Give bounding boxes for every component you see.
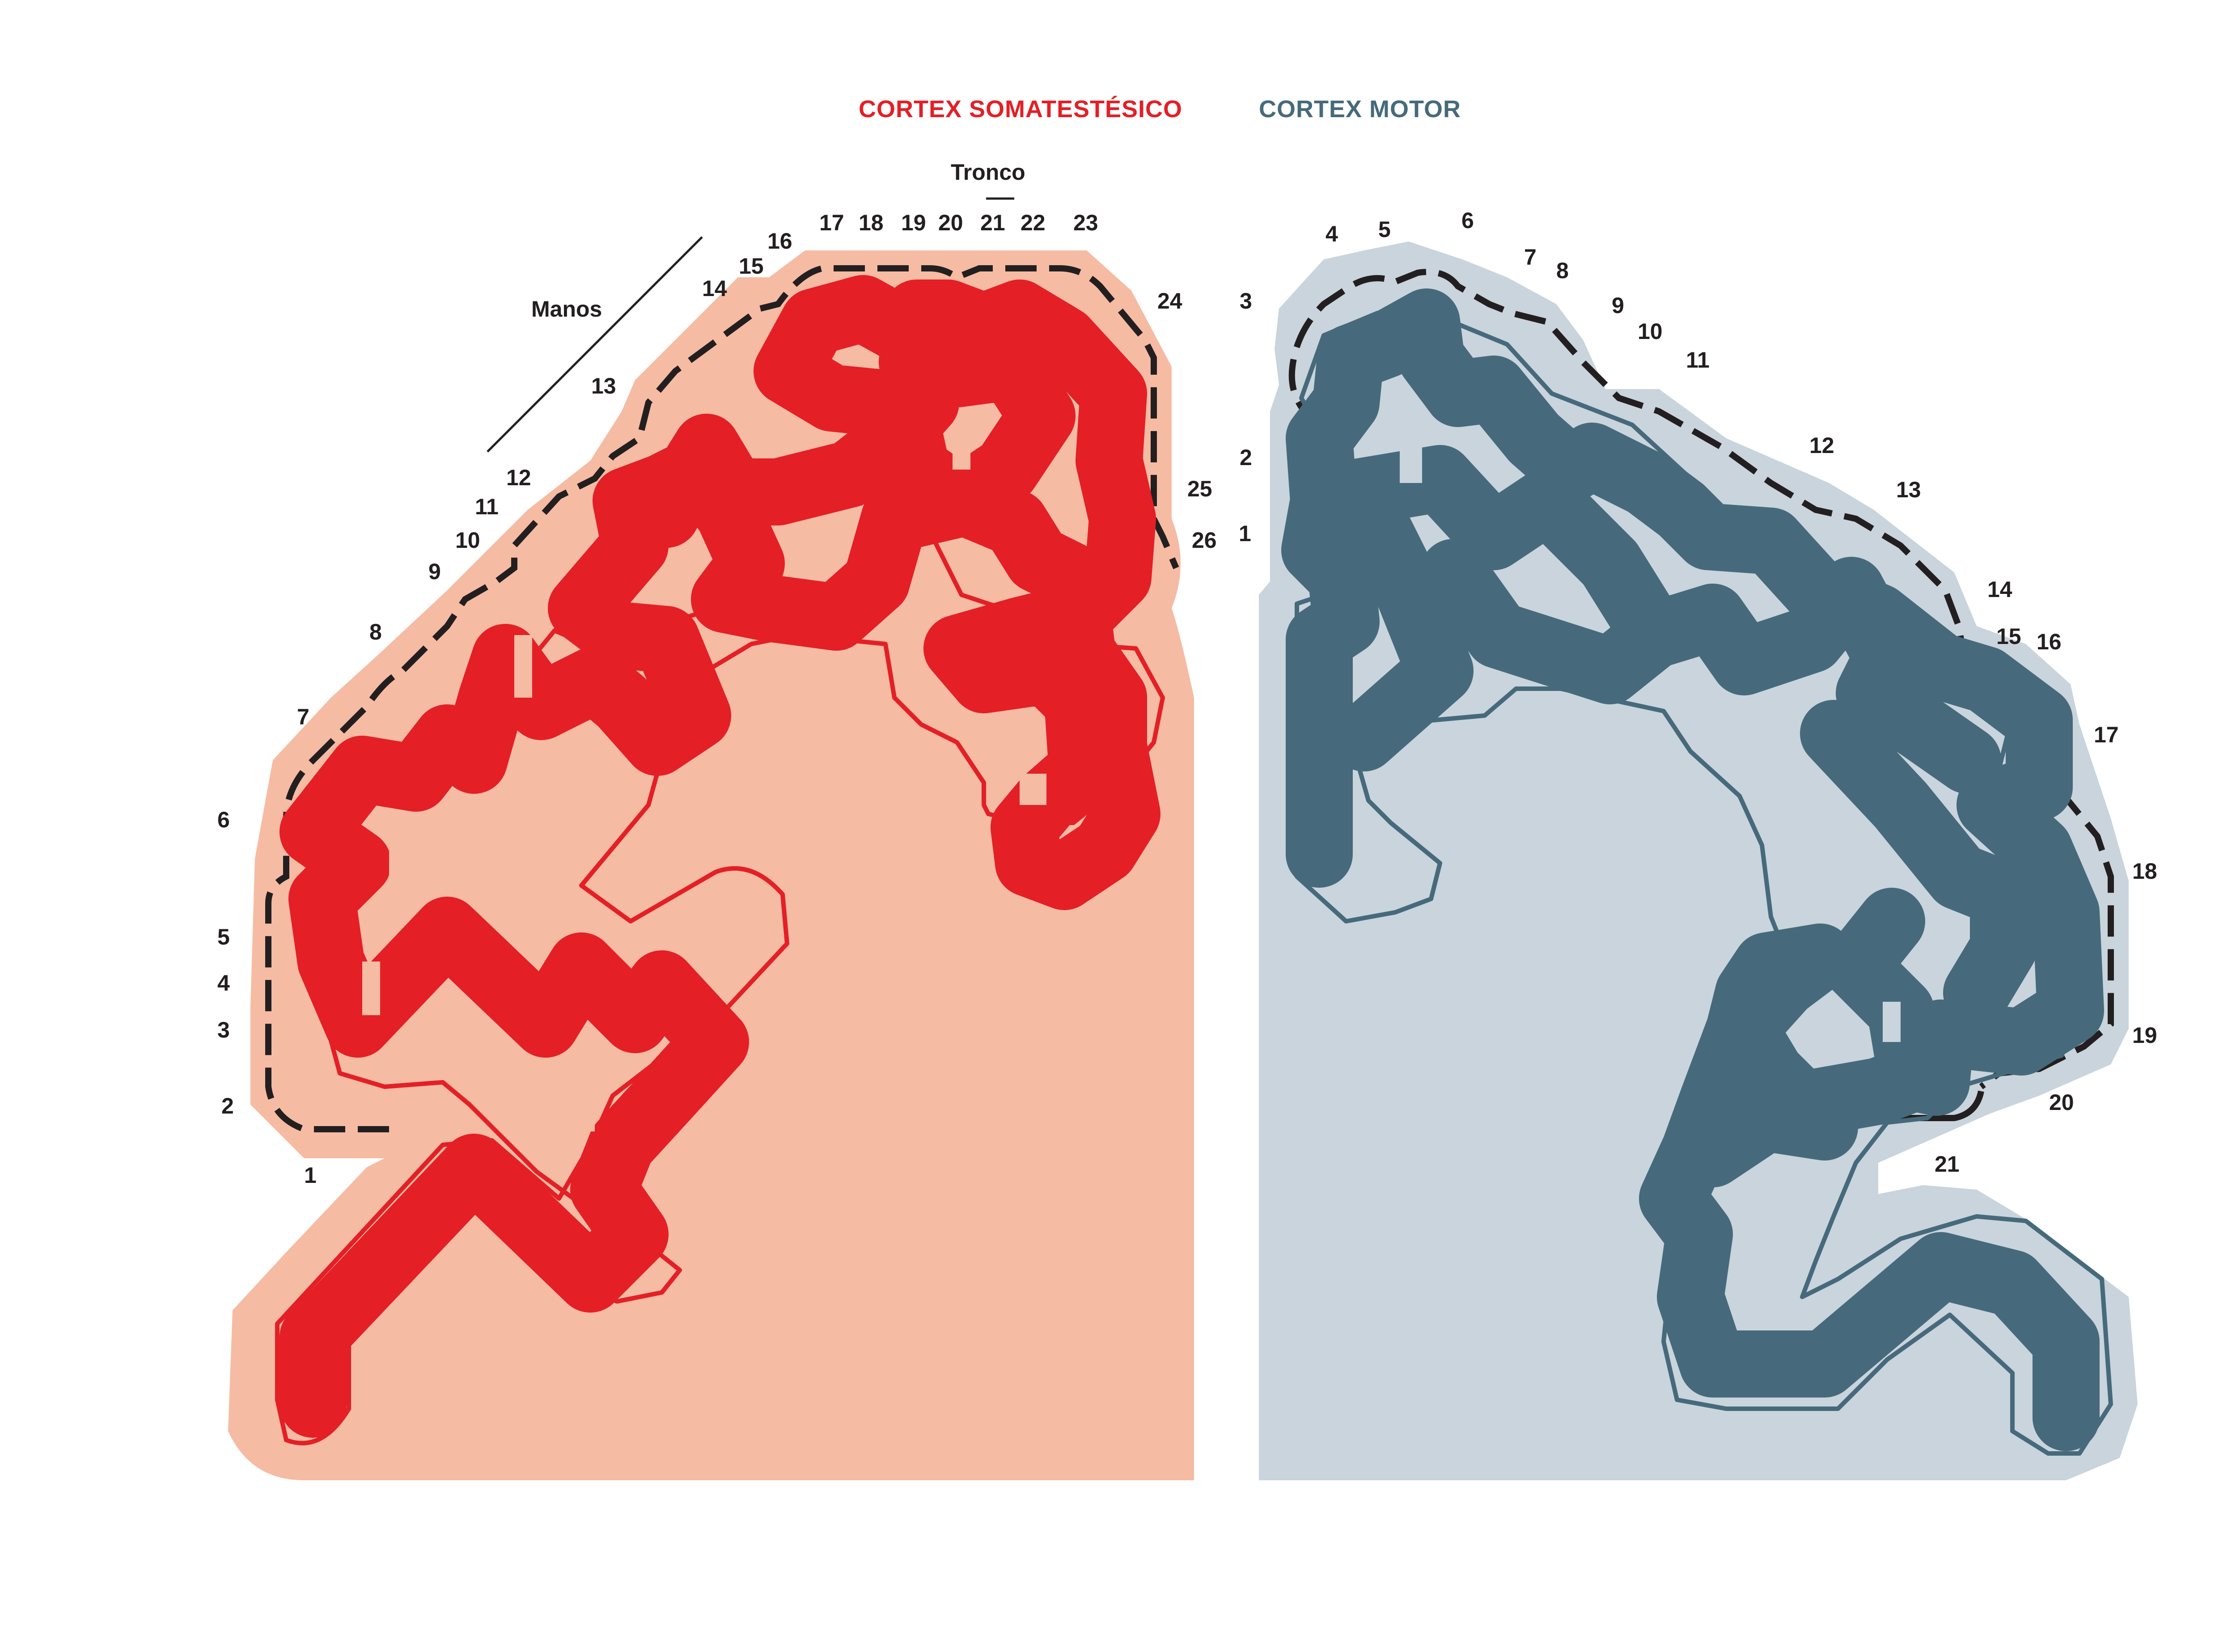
motor-num-15: 15 (1996, 624, 2021, 649)
motor-num-17: 17 (2094, 722, 2119, 747)
motor-num-11: 11 (1686, 347, 1710, 373)
motor-num-8: 8 (1556, 258, 1569, 283)
motor-num-7: 7 (1524, 245, 1537, 270)
motor-num-5: 5 (1378, 217, 1391, 242)
sensory-num-7: 7 (297, 704, 309, 729)
sensory-homunculus-blob (280, 275, 1160, 1438)
motor-num-14: 14 (1987, 577, 2012, 602)
manos-bracket-line (487, 236, 703, 453)
sensory-num-20: 20 (938, 210, 963, 235)
sensory-num-11: 11 (475, 494, 499, 519)
sensory-num-19: 19 (901, 210, 926, 235)
sensory-num-14: 14 (702, 276, 727, 301)
sensory-num-8: 8 (369, 619, 382, 644)
sensory-num-24: 24 (1157, 288, 1182, 313)
motor-inner-strokes (1326, 445, 2037, 1187)
sensory-num-13: 13 (591, 373, 616, 398)
sensory-num-2: 2 (221, 1093, 234, 1118)
sensory-num-4: 4 (217, 970, 230, 995)
sensory-cortex-title: CORTEX SOMATESTÉSICO (859, 96, 1182, 123)
sensory-num-10: 10 (455, 528, 480, 553)
motor-cortex-title: CORTEX MOTOR (1259, 96, 1461, 123)
manos-label: Manos (531, 297, 602, 322)
motor-num-9: 9 (1612, 293, 1624, 318)
motor-num-4: 4 (1326, 221, 1338, 246)
sensory-num-25: 25 (1187, 476, 1212, 501)
sensory-num-12: 12 (506, 465, 531, 490)
sensory-number-labels: 1 2 3 4 5 6 7 8 9 10 11 12 13 14 15 16 1… (217, 210, 1217, 1188)
motor-num-18: 18 (2132, 859, 2157, 884)
motor-num-16: 16 (2037, 629, 2062, 654)
sensory-num-18: 18 (859, 210, 884, 235)
motor-dashed-boundary (1288, 269, 2114, 1089)
sensory-num-17: 17 (819, 210, 844, 235)
motor-num-2: 2 (1240, 445, 1252, 470)
motor-dashed-boundary-lower (1869, 1090, 1984, 1121)
motor-num-20: 20 (2049, 1090, 2074, 1115)
sensory-num-16: 16 (767, 229, 792, 254)
sensory-num-5: 5 (217, 924, 230, 949)
sensory-inner-gaps (362, 443, 1046, 1131)
sensory-dashed-boundary (265, 265, 1179, 1132)
motor-num-19: 19 (2132, 1023, 2157, 1048)
tronco-label: Tronco (951, 160, 1025, 185)
motor-num-13: 13 (1896, 477, 1921, 502)
motor-num-10: 10 (1638, 319, 1663, 344)
sensory-num-6: 6 (217, 807, 230, 832)
motor-num-6: 6 (1461, 208, 1474, 233)
motor-number-labels: 1 2 3 4 5 6 7 8 9 10 11 12 13 14 15 16 1… (1239, 208, 2157, 1177)
sensory-num-9: 9 (428, 559, 441, 584)
motor-cortex-panel: 1 2 3 4 5 6 7 8 9 10 11 12 13 14 15 16 1… (1239, 208, 2157, 1480)
sensory-num-3: 3 (217, 1017, 230, 1042)
motor-num-21: 21 (1935, 1152, 1960, 1177)
motor-num-3: 3 (1240, 288, 1252, 313)
sensory-num-1: 1 (304, 1163, 317, 1188)
motor-inner-gaps (1400, 438, 1901, 1288)
sensory-num-15: 15 (739, 254, 764, 279)
sensory-num-23: 23 (1073, 210, 1098, 235)
sensory-num-21: 21 (980, 210, 1005, 235)
motor-num-12: 12 (1809, 433, 1834, 458)
sensory-cortex-panel: Manos Tronco 1 2 3 4 5 6 7 8 9 10 11 12 … (217, 160, 1217, 1480)
sensory-num-26: 26 (1192, 528, 1217, 553)
motor-num-1: 1 (1239, 521, 1251, 546)
sensory-num-22: 22 (1021, 210, 1046, 235)
